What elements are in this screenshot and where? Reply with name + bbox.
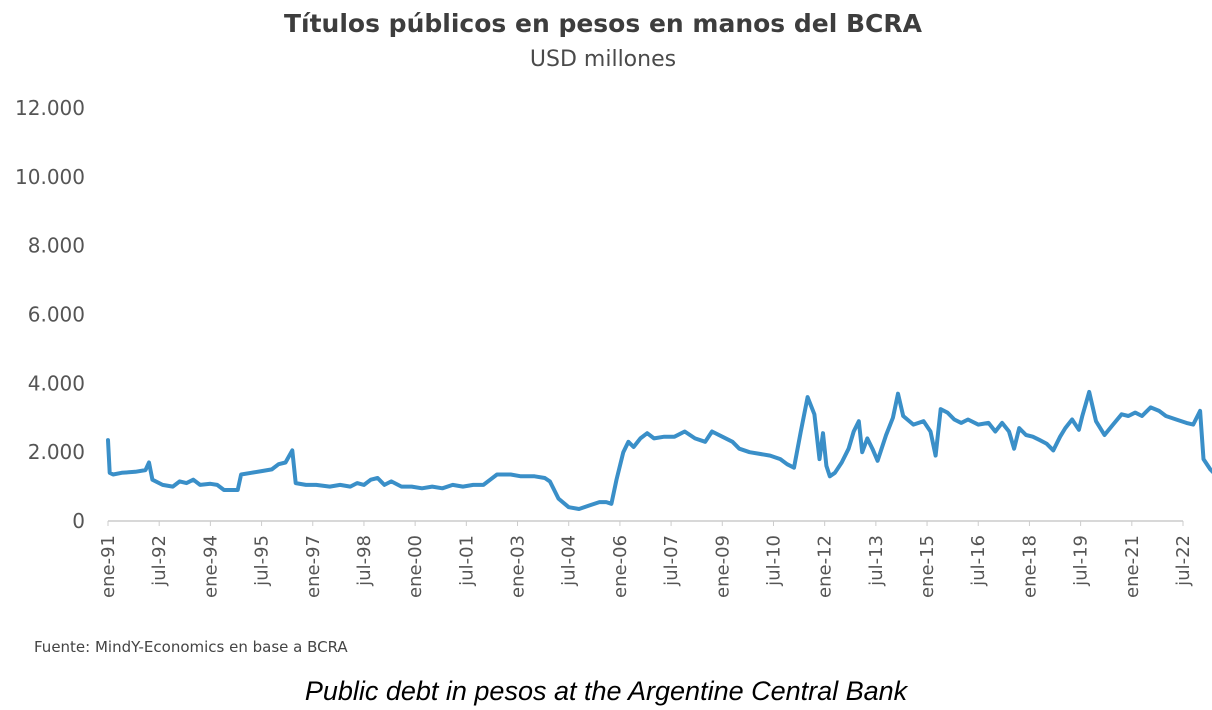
- x-tick-label: ene-21: [1122, 535, 1143, 598]
- chart-subtitle: USD millones: [530, 47, 676, 72]
- x-tick-label: ene-12: [815, 535, 836, 598]
- x-tick-label: jul-98: [354, 535, 375, 587]
- x-tick-label: ene-09: [712, 535, 733, 598]
- y-tick-label: 2.000: [28, 440, 85, 464]
- x-tick-label: jul-07: [661, 535, 682, 587]
- x-tick-label: jul-13: [866, 535, 887, 587]
- source-note: Fuente: MindY-Economics en base a BCRA: [34, 638, 348, 656]
- x-tick-label: jul-04: [559, 535, 580, 587]
- x-tick-label: ene-15: [917, 535, 938, 598]
- x-tick-label: jul-92: [149, 535, 170, 587]
- series-group: [106, 389, 1212, 511]
- figure-caption: Public debt in pesos at the Argentine Ce…: [305, 676, 909, 706]
- x-axis: ene-91 jul-92 ene-94 jul-95 ene-97 jul-98 ene-…: [98, 521, 1194, 598]
- x-tick-label: ene-06: [610, 535, 631, 598]
- x-tick-label: ene-03: [508, 535, 529, 598]
- y-tick-label: 12.000: [15, 96, 85, 120]
- y-tick-label: 0: [72, 509, 85, 533]
- x-tick-label: jul-01: [456, 535, 477, 587]
- x-tick-label: ene-91: [98, 535, 119, 598]
- x-tick-label: jul-16: [968, 535, 989, 587]
- x-tick-label: ene-00: [405, 535, 426, 598]
- x-tick-label: ene-97: [303, 535, 324, 598]
- chart-title: Títulos públicos en pesos en manos del B…: [284, 9, 923, 38]
- x-tick-label: jul-95: [252, 535, 273, 587]
- y-axis: 0 2.000 4.000 6.000 8.000 10.000 12.000: [15, 96, 85, 533]
- y-tick-label: 6.000: [28, 303, 85, 327]
- y-tick-label: 10.000: [15, 165, 85, 189]
- x-tick-label: ene-18: [1019, 535, 1040, 598]
- y-tick-label: 4.000: [28, 371, 85, 395]
- x-tick-label: jul-10: [763, 535, 784, 587]
- y-tick-label: 8.000: [28, 234, 85, 258]
- x-tick-label: jul-22: [1173, 535, 1194, 587]
- x-tick-label: ene-94: [200, 535, 221, 598]
- series-line: [106, 389, 1212, 511]
- x-tick-label: jul-19: [1071, 535, 1092, 587]
